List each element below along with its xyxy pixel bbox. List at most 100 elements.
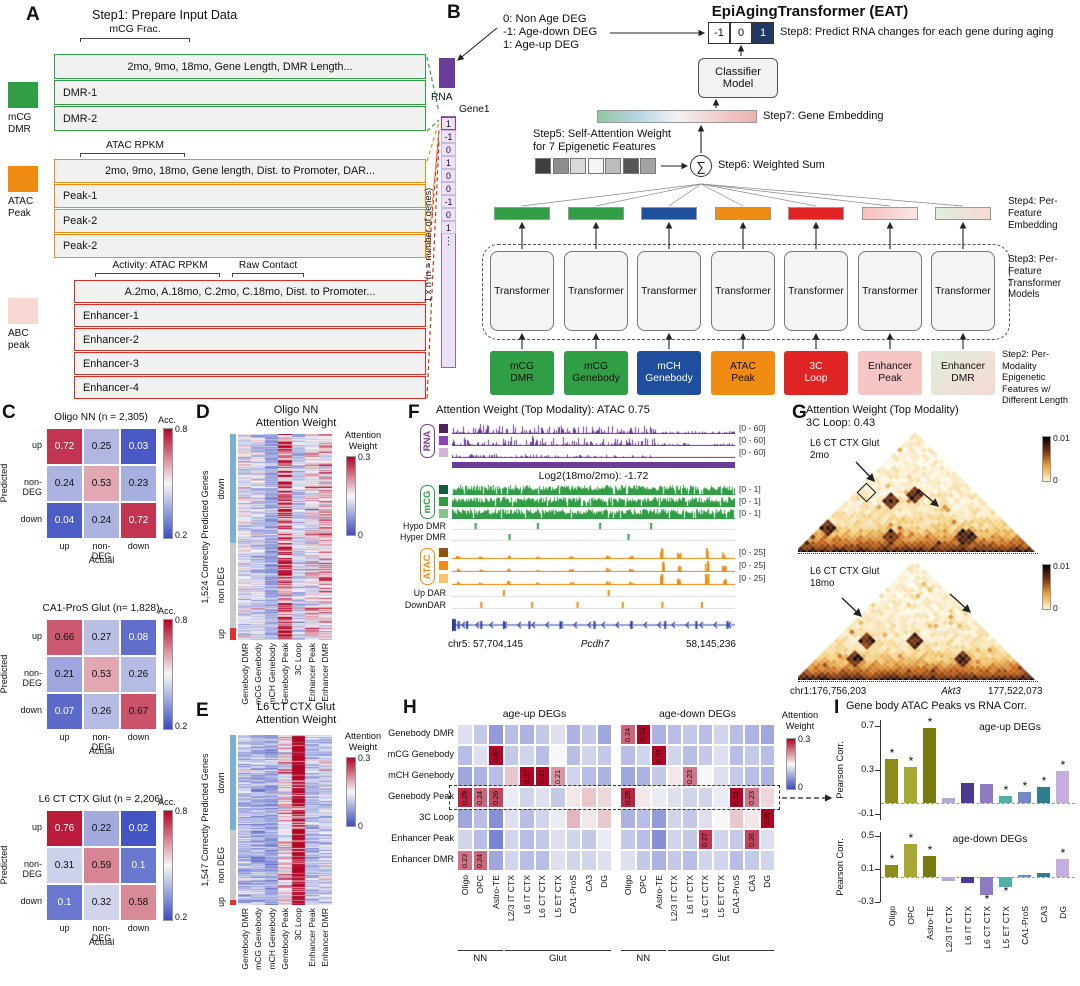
deg-group-label: up bbox=[216, 628, 226, 639]
table-header-row: 2mo, 9mo, 18mo, Gene length, Dist. to Pr… bbox=[54, 159, 426, 183]
confusion-matrix-cell: 0.21 bbox=[46, 656, 83, 693]
celltype-heatmap-cell bbox=[534, 745, 550, 766]
acc-colorbar bbox=[163, 428, 173, 539]
hic-colorbar-tick-min: 0 bbox=[1053, 475, 1058, 485]
celltype-heatmap-cell bbox=[534, 808, 550, 829]
celltype-heatmap-cell bbox=[759, 745, 775, 766]
heatmap-column-label: 3C Loop bbox=[293, 908, 304, 941]
y-axis-tick-label: 0.5 bbox=[861, 830, 874, 841]
connector-line bbox=[457, 27, 498, 61]
feature-swatch bbox=[8, 298, 38, 324]
predicted-class-label: up bbox=[31, 822, 42, 832]
celltype-heatmap-cell bbox=[488, 808, 504, 829]
heatmap-column-label: Enhancer Peak bbox=[306, 908, 317, 967]
chart-inner-label: age-up DEGs bbox=[979, 722, 1041, 733]
bracket-label: Activity: ATAC RPKM bbox=[112, 260, 208, 271]
celltype-heatmap-cell bbox=[550, 787, 566, 808]
age-chip bbox=[439, 509, 448, 518]
attention-colorbar-title: Weight bbox=[348, 742, 378, 752]
transformer-box: Transformer bbox=[931, 251, 995, 331]
celltype-heatmap-cell bbox=[744, 724, 760, 745]
track-range-label: [0 - 1] bbox=[739, 496, 761, 506]
celltype-heatmap-cell bbox=[519, 724, 535, 745]
celltype-heatmap-cell bbox=[550, 850, 566, 871]
celltype-heatmap-cell bbox=[488, 745, 504, 766]
heatmap-row-label: mCG Genebody bbox=[387, 749, 454, 759]
track-range-label: [0 - 60] bbox=[739, 435, 766, 445]
celltype-column-label: L5 ET CTX bbox=[715, 875, 726, 918]
class-group-label: Glut bbox=[712, 953, 730, 964]
celltype-heatmap-cell bbox=[713, 850, 729, 871]
celltype-heatmap-cell bbox=[550, 745, 566, 766]
celltype-column-label: DG bbox=[762, 875, 773, 888]
bracket-shape bbox=[80, 38, 190, 42]
significance-star: * bbox=[1060, 758, 1066, 773]
celltype-heatmap-cell bbox=[651, 787, 667, 808]
celltype-heatmap-cell bbox=[503, 745, 519, 766]
class-group-line bbox=[621, 950, 666, 951]
celltype-column-label: Astro-TE bbox=[490, 875, 501, 909]
actual-class-label: down bbox=[127, 923, 150, 933]
bar-category-label: CA1-ProS bbox=[1019, 906, 1030, 945]
attention-colorbar bbox=[346, 456, 356, 536]
heatmap-row-label: Enhancer Peak bbox=[391, 833, 454, 843]
celltype-heatmap-cell bbox=[728, 724, 744, 745]
celltype-heatmap-cell bbox=[581, 808, 597, 829]
celltype-heatmap-cell bbox=[620, 724, 636, 745]
confusion-matrix-cell: 0.24 bbox=[46, 465, 83, 502]
table-data-row: Enhancer-2 bbox=[74, 328, 426, 351]
predicted-class-label: down bbox=[20, 896, 42, 906]
predicted-class-label: non-DEG bbox=[22, 859, 42, 879]
celltype-heatmap-cell bbox=[682, 787, 698, 808]
celltype-heatmap-cell bbox=[519, 829, 535, 850]
celltype-heatmap-cell bbox=[697, 745, 713, 766]
gene-vector-cell: 0 bbox=[441, 208, 456, 221]
celltype-heatmap-cell bbox=[472, 745, 488, 766]
attention-weight-square bbox=[605, 158, 621, 174]
celltype-heatmap-cell bbox=[728, 850, 744, 871]
celltype-column-label: Astro-TE bbox=[653, 875, 664, 909]
hic-start-coord: chr1:176,756,203 bbox=[790, 686, 867, 697]
connector-line bbox=[426, 121, 440, 162]
deg-group-strip bbox=[230, 434, 236, 544]
confusion-matrix-cell: 0.67 bbox=[120, 693, 157, 730]
rna-label: RNA bbox=[431, 92, 453, 103]
confusion-matrix-cell: 0.53 bbox=[83, 656, 120, 693]
celltype-column-label: L6 IT CTX bbox=[521, 875, 532, 915]
confusion-matrix-cell: 0.76 bbox=[46, 810, 83, 847]
celltype-heatmap-cell bbox=[565, 745, 581, 766]
predicted-class-label: down bbox=[20, 705, 42, 715]
chart-inner-label: age-down DEGs bbox=[952, 834, 1028, 845]
celltype-heatmap-cell bbox=[744, 766, 760, 787]
significance-star: * bbox=[984, 892, 990, 907]
hic-colorbar-tick-max: 0.01 bbox=[1053, 561, 1070, 571]
actual-class-label: non-DEG bbox=[91, 732, 112, 752]
celltype-heatmap-cell bbox=[581, 787, 597, 808]
gene1-label: Gene1 bbox=[459, 104, 490, 115]
celltype-heatmap-cell bbox=[744, 787, 760, 808]
gene-vector-cell: -1 bbox=[441, 195, 456, 208]
celltype-heatmap-cell bbox=[697, 724, 713, 745]
confusion-matrix-cell: 0.53 bbox=[83, 465, 120, 502]
significance-star: * bbox=[889, 745, 895, 760]
panel-g-title-line1: Attention Weight (Top Modality) bbox=[806, 404, 959, 416]
celltype-heatmap-cell bbox=[635, 766, 651, 787]
celltype-heatmap-cell bbox=[534, 766, 550, 787]
y-axis-tick-label: 0.7 bbox=[861, 719, 874, 730]
celltype-heatmap-cell bbox=[759, 766, 775, 787]
modality-feature-box: mCG DMR bbox=[490, 351, 554, 395]
pearson-corr-bar bbox=[961, 783, 974, 804]
track-group-label: mCG bbox=[421, 490, 433, 514]
celltype-heatmap-cell bbox=[519, 850, 535, 871]
bar-category-label: CA3 bbox=[1038, 906, 1049, 923]
step7-label: Step7: Gene Embedding bbox=[763, 110, 884, 122]
confusion-matrix-cell: 0.04 bbox=[46, 502, 83, 539]
panel-h-label: H bbox=[403, 697, 417, 718]
heatmap-column-label: Enhancer Peak bbox=[306, 643, 317, 702]
signal-track bbox=[452, 574, 735, 585]
acc-colorbar-title: Acc. bbox=[158, 606, 176, 616]
actual-axis-label: Actual bbox=[88, 937, 115, 947]
celltype-heatmap-cell bbox=[457, 829, 473, 850]
attention-colorbar-tick-min: 0 bbox=[358, 530, 363, 540]
